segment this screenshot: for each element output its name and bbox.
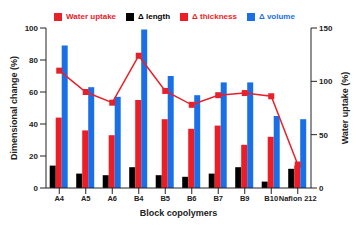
svg-text:100: 100 — [25, 24, 39, 33]
svg-text:B10: B10 — [264, 194, 278, 203]
svg-text:80: 80 — [29, 56, 38, 65]
svg-text:B9: B9 — [240, 194, 250, 203]
svg-text:0: 0 — [319, 184, 324, 193]
svg-text:B7: B7 — [213, 194, 223, 203]
html-text:Dimensional change (%): Dimensional change (%) — [9, 56, 19, 160]
svg-text:A6: A6 — [107, 194, 117, 203]
svg-text:Block copolymers: Block copolymers — [140, 208, 218, 218]
svg-text:0: 0 — [34, 184, 39, 193]
svg-text:40: 40 — [29, 120, 38, 129]
svg-text:50: 50 — [319, 131, 328, 140]
html-text:Water uptake: Water uptake — [66, 12, 116, 21]
svg-text:B6: B6 — [187, 194, 197, 203]
svg-text:100: 100 — [319, 77, 333, 86]
html-text:Δ thickness: Δ thickness — [192, 12, 237, 21]
html-text:Δ volume: Δ volume — [258, 12, 295, 21]
svg-text:20: 20 — [29, 152, 38, 161]
svg-text:A4: A4 — [54, 194, 64, 203]
svg-text:B4: B4 — [134, 194, 144, 203]
svg-text:B5: B5 — [160, 194, 170, 203]
html-text:Δ length: Δ length — [138, 12, 170, 21]
svg-text:Nafion 212: Nafion 212 — [279, 194, 317, 203]
svg-text:60: 60 — [29, 88, 38, 97]
svg-text:A5: A5 — [81, 194, 91, 203]
html-text:Water uptake (%): Water uptake (%) — [340, 71, 350, 145]
svg-text:150: 150 — [319, 24, 333, 33]
